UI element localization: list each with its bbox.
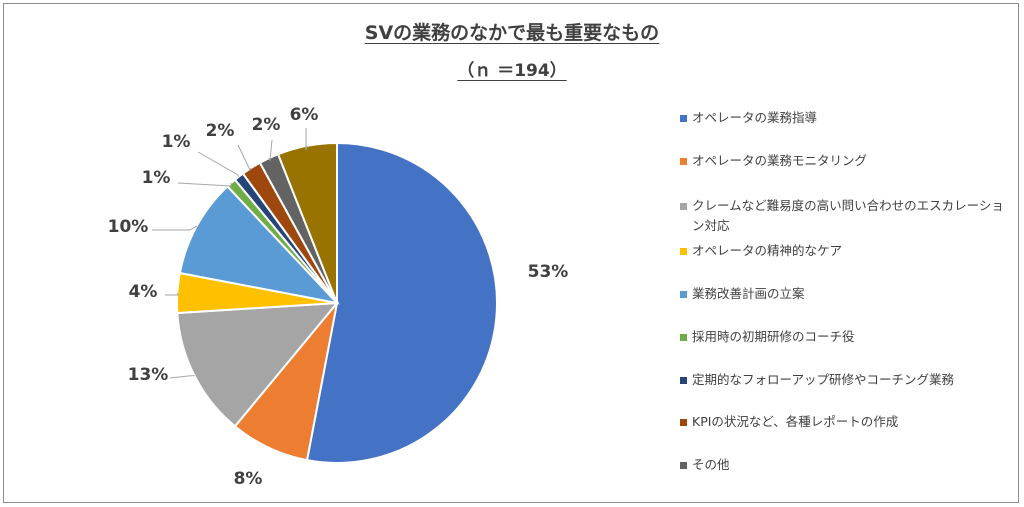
leader-line [237,144,252,172]
leader-line [305,128,308,151]
legend-label: 採用時の初期研修のコーチ役 [692,329,855,344]
legend-item: オペレータの業務モニタリング [680,151,1015,171]
legend-item: オペレータの精神的なケア [680,241,1015,261]
leader-line [152,225,198,231]
legend-item: その他 [680,455,1015,475]
data-label: 10% [108,217,149,237]
leader-line [165,292,179,296]
legend-swatch [680,334,687,341]
legend-swatch [680,462,687,469]
data-label: 13% [128,365,169,385]
data-labels: 53% 8% 13% 4% 10% 1% 1% 2% 2% 6% [108,105,569,489]
legend-label: オペレータの精神的なケア [692,243,843,258]
leader-line [177,182,232,187]
data-label: 1% [142,168,171,188]
leader-line [268,139,273,162]
pie-slice [305,141,498,464]
pie-slice [176,301,340,428]
legend-item: クレームなど難易度の高い問い合わせのエスカレーション対応 [680,196,1015,236]
data-label: 4% [129,282,158,302]
legend-label: 定期的なフォローアップ研修やコーチング業務 [692,372,955,387]
legend-label: オペレータの業務モニタリング [692,153,868,168]
legend-swatch [680,291,687,298]
legend-label: オペレータの業務指導 [692,110,818,125]
leader-line [169,375,195,379]
legend-item: 定期的なフォローアップ研修やコーチング業務 [680,370,1015,390]
legend-label: KPIの状況など、各種レポートの作成 [692,414,899,429]
data-label: 2% [252,115,281,135]
legend-item: オペレータの業務指導 [680,108,1015,128]
chart-subtitle: （ｎ ＝194） [457,61,567,81]
legend-swatch [680,115,687,122]
data-label: 53% [528,262,569,282]
legend-label: 業務改善計画の立案 [692,286,805,301]
pie-slices [176,141,498,464]
legend-swatch [680,158,687,165]
legend-item: 採用時の初期研修のコーチ役 [680,327,1015,347]
legend-swatch [680,419,687,426]
chart-title: SVの業務のなかで最も重要なもの [364,22,660,44]
data-label: 8% [234,469,263,489]
leader-line [197,151,240,177]
data-label: 1% [162,132,191,152]
legend-label: その他 [692,457,730,472]
legend-label: クレームなど難易度の高い問い合わせのエスカレーション対応 [692,198,1004,233]
data-label: 2% [206,121,235,141]
legend-item: 業務改善計画の立案 [680,284,1015,304]
legend-swatch [680,248,687,255]
legend-swatch [680,203,687,210]
leader-lines [152,128,308,379]
legend-item: KPIの状況など、各種レポートの作成 [680,412,1015,432]
data-label: 6% [290,105,319,125]
legend-swatch [680,377,687,384]
chart-frame [3,3,1019,503]
